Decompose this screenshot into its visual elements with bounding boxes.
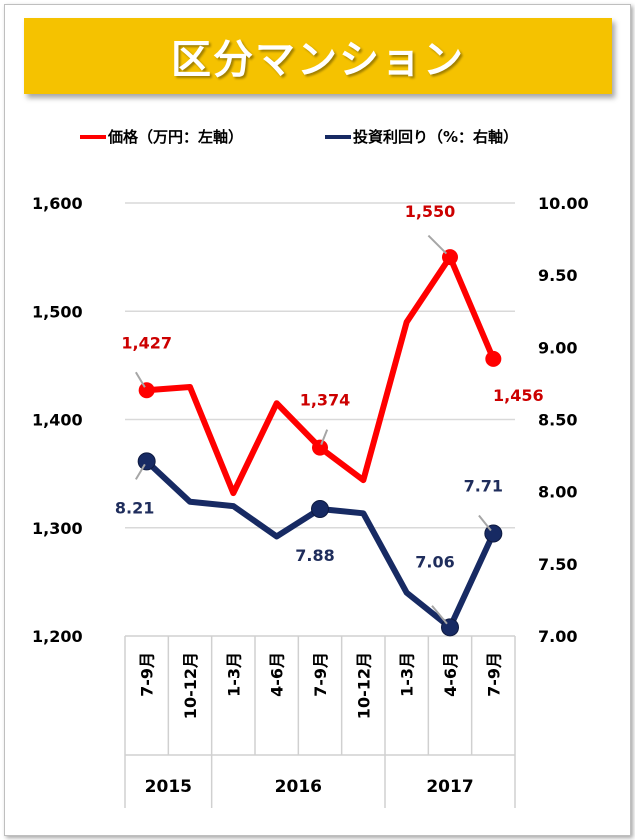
x-tick-label: 7-9月 (484, 652, 503, 697)
price-marker (138, 382, 155, 399)
year-label: 2017 (426, 777, 473, 797)
yield-marker (311, 499, 329, 518)
year-label: 2016 (275, 777, 322, 797)
yield-leader-line (478, 514, 492, 532)
y-left-tick-label: 1,300 (32, 519, 83, 538)
x-tick-label: 7-9月 (138, 652, 157, 697)
price-leader-line (135, 371, 146, 388)
yield-marker (137, 452, 156, 471)
year-label: 2015 (145, 777, 192, 797)
price-series-line (143, 254, 497, 497)
yield-data-label: 7.06 (415, 552, 454, 571)
x-tick-label: 10-12月 (181, 652, 200, 719)
y-right-tick-label: 9.00 (538, 338, 577, 357)
x-tick-label: 1-3月 (398, 652, 417, 697)
y-right-tick-label: 7.00 (538, 627, 577, 646)
price-leader-line (320, 429, 329, 446)
chart-title: 区分マンション (171, 37, 465, 83)
y-right-tick-label: 10.00 (538, 194, 589, 213)
y-left-tick-label: 1,600 (32, 194, 83, 213)
x-tick-label: 1-3月 (224, 652, 243, 697)
legend-label-0: 価格（万円：左軸） (107, 128, 243, 146)
y-right-tick-label: 9.50 (538, 266, 577, 285)
price-data-label: 1,550 (405, 202, 456, 221)
yield-data-label: 8.21 (115, 498, 154, 517)
yield-series-line (143, 458, 497, 631)
x-tick-label: 10-12月 (354, 652, 373, 719)
yield-data-label: 7.88 (295, 546, 334, 565)
y-left-tick-label: 1,200 (32, 627, 83, 646)
x-tick-label: 4-6月 (268, 652, 287, 697)
price-leader-line (427, 234, 448, 255)
price-marker (312, 439, 328, 456)
legend-label-1: 投資利回り（%：右軸） (353, 128, 518, 146)
price-marker (485, 350, 502, 367)
title-banner: 区分マンション (24, 18, 612, 94)
y-right-tick-label: 8.00 (538, 483, 577, 502)
x-tick-label: 7-9月 (311, 652, 330, 697)
y-left-tick-label: 1,400 (32, 411, 83, 430)
y-right-tick-label: 8.50 (538, 411, 577, 430)
y-right-tick-label: 7.50 (538, 555, 577, 574)
y-left-tick-label: 1,500 (32, 302, 83, 321)
x-tick-label: 4-6月 (441, 652, 460, 697)
price-data-label: 1,427 (121, 333, 172, 352)
price-data-label: 1,456 (493, 386, 544, 405)
yield-leader-line (431, 605, 448, 625)
yield-leader-line (135, 463, 146, 480)
price-data-label: 1,374 (300, 391, 351, 410)
yield-data-label: 7.71 (464, 477, 503, 496)
